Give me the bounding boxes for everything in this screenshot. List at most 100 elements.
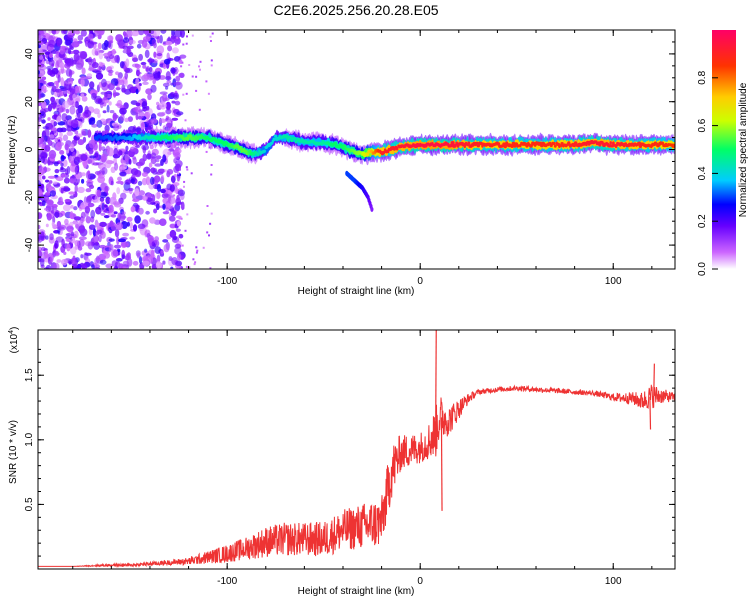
- heatmap-noise-cell: [48, 39, 56, 48]
- heatmap-noise-cell: [135, 127, 143, 133]
- heatmap-noise-cell: [43, 107, 50, 113]
- heatmap-noise-cell: [41, 119, 46, 124]
- heatmap-noise-cell: [60, 187, 64, 194]
- heatmap-noise-cell: [39, 64, 47, 71]
- heatmap-noise-cell: [110, 248, 119, 258]
- heatmap-noise-cell: [115, 103, 122, 107]
- heatmap-noise-cell: [145, 67, 149, 72]
- heatmap-noise-cell: [195, 75, 198, 78]
- heatmap-noise-cell: [142, 64, 147, 69]
- heatmap-noise-cell: [39, 258, 45, 267]
- heatmap-noise-cell: [176, 253, 182, 261]
- heatmap-ridge-cell: [672, 143, 675, 149]
- heatmap-noise-cell: [45, 264, 52, 269]
- heatmap-noise-cell: [198, 108, 201, 111]
- heatmap-noise-cell: [125, 30, 133, 38]
- heatmap-x-tick-label: 100: [605, 276, 622, 287]
- snr-y-axis-label: SNR (10 * v/v): [8, 420, 19, 484]
- heatmap-noise-cell: [66, 131, 74, 136]
- heatmap-noise-cell: [156, 183, 162, 192]
- heatmap-noise-cell: [125, 58, 130, 68]
- heatmap-noise-cell: [77, 139, 85, 146]
- heatmap-noise-cell: [168, 215, 176, 222]
- heatmap-noise-cell: [51, 221, 55, 227]
- heatmap-noise-cell: [129, 146, 137, 152]
- heatmap-noise-cell: [69, 105, 76, 115]
- heatmap-noise-cell: [155, 261, 162, 269]
- heatmap-noise-cell: [89, 41, 98, 45]
- heatmap-noise-cell: [66, 58, 72, 66]
- heatmap-noise-cell: [59, 45, 65, 55]
- heatmap-noise-cell: [137, 30, 145, 36]
- heatmap-noise-cell: [172, 182, 180, 187]
- heatmap-noise-cell: [98, 234, 102, 243]
- heatmap-noise-cell: [169, 229, 177, 238]
- heatmap-noise-cell: [74, 30, 80, 35]
- heatmap-noise-cell: [47, 82, 52, 86]
- heatmap-noise-cell: [138, 256, 143, 264]
- heatmap-noise-cell: [176, 220, 181, 227]
- heatmap-noise-cell: [150, 84, 157, 93]
- heatmap-noise-cell: [71, 86, 76, 95]
- heatmap-noise-cell: [108, 238, 115, 242]
- heatmap-noise-cell: [160, 250, 165, 254]
- heatmap-noise-cell: [56, 115, 62, 123]
- heatmap-noise-cell: [126, 46, 131, 55]
- heatmap-noise-cell: [140, 61, 147, 66]
- heatmap-noise-cell: [170, 175, 176, 183]
- heatmap-noise-cell: [136, 252, 141, 259]
- heatmap-noise-cell: [166, 183, 173, 191]
- heatmap-noise-cell: [135, 77, 140, 87]
- heatmap-noise-cell: [92, 234, 99, 244]
- heatmap-noise-cell: [174, 100, 181, 106]
- heatmap-ridge-cell: [567, 141, 571, 146]
- colorbar-gradient: [712, 30, 736, 269]
- heatmap-noise-cell: [179, 54, 187, 59]
- heatmap-noise-cell: [195, 89, 198, 92]
- heatmap-noise-cell: [161, 111, 166, 116]
- snr-marks: [38, 330, 675, 568]
- heatmap-noise-cell: [48, 161, 54, 166]
- multiplier-exponent: 4: [8, 330, 15, 334]
- heatmap-noise-cell: [162, 82, 170, 87]
- snr-axes: -100 0 100 0.5 1.0 1.5: [24, 330, 675, 587]
- heatmap-noise-cell: [118, 212, 126, 222]
- heatmap-noise-cell: [73, 230, 79, 239]
- heatmap-noise-cell: [63, 251, 67, 255]
- heatmap-noise-cell: [56, 259, 62, 263]
- heatmap-noise-cell: [75, 173, 81, 180]
- heatmap-noise-cell: [104, 204, 108, 208]
- heatmap-noise-cell: [119, 61, 125, 69]
- heatmap-noise-cell: [63, 89, 68, 97]
- heatmap-noise-cell: [110, 222, 117, 232]
- heatmap-noise-cell: [174, 148, 178, 152]
- heatmap-noise-cell: [193, 263, 196, 266]
- heatmap-noise-cell: [103, 52, 111, 57]
- heatmap-noise-cell: [142, 195, 148, 201]
- heatmap-noise-cell: [176, 156, 179, 159]
- heatmap-noise-cell: [156, 45, 165, 55]
- heatmap-noise-cell: [160, 159, 164, 166]
- heatmap-ridge-cell: [553, 144, 557, 148]
- multiplier-close: ): [9, 327, 20, 330]
- heatmap-noise-cell: [112, 112, 118, 122]
- heatmap-noise-cell: [210, 40, 212, 42]
- heatmap-noise-cell: [166, 170, 171, 178]
- heatmap-noise-cell: [70, 119, 79, 129]
- heatmap-noise-cell: [59, 132, 63, 138]
- heatmap-noise-cell: [100, 62, 106, 68]
- heatmap-noise-cell: [170, 67, 176, 74]
- heatmap-noise-cell: [146, 196, 154, 205]
- heatmap-noise-cell: [136, 43, 142, 49]
- heatmap-noise-cell: [74, 165, 80, 175]
- heatmap-noise-cell: [165, 207, 170, 213]
- heatmap-noise-cell: [166, 80, 171, 84]
- heatmap-noise-cell: [73, 216, 81, 221]
- heatmap-noise-cell: [94, 95, 102, 105]
- heatmap-noise-cell: [86, 196, 92, 202]
- heatmap-noise-cell: [138, 207, 144, 215]
- heatmap-noise-cell: [91, 264, 95, 269]
- heatmap-noise-cell: [115, 222, 123, 231]
- heatmap-noise-cell: [38, 224, 41, 230]
